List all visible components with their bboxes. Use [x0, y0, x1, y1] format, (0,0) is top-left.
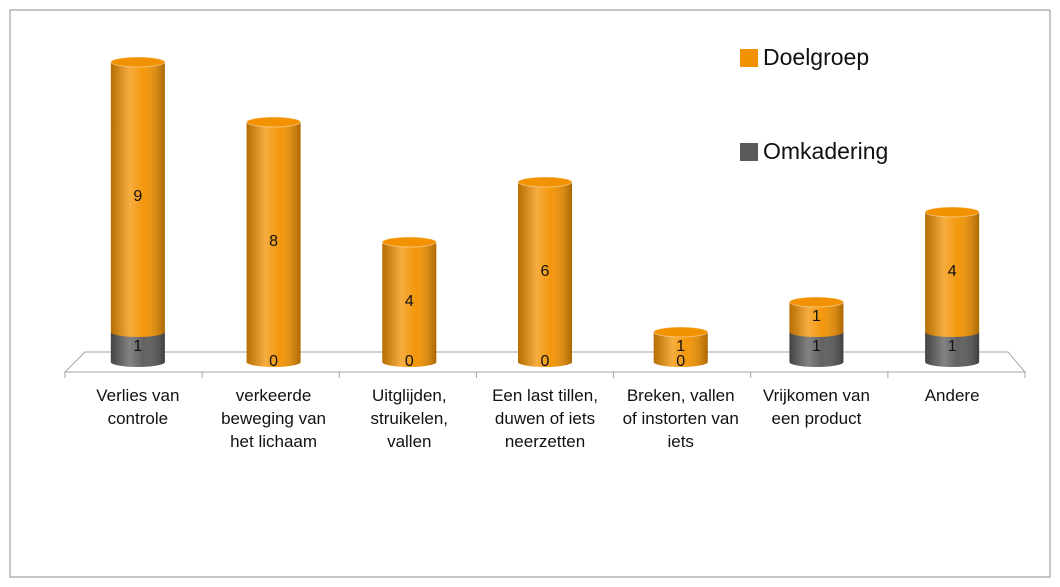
bar-shade	[789, 302, 844, 337]
bar-shade	[789, 332, 844, 367]
bar-shade	[653, 332, 708, 367]
data-label: 6	[540, 263, 550, 280]
x-tick-label: Een last tillen, duwen of iets neerzette…	[492, 386, 598, 451]
data-label: 1	[133, 338, 143, 355]
x-tick-label: Verlies van controle	[96, 386, 180, 428]
data-label: 9	[133, 188, 143, 205]
data-label: 0	[676, 353, 686, 370]
data-label: 4	[404, 293, 414, 310]
x-tick-label: Vrijkomen van een product	[762, 386, 870, 428]
legend-swatch	[740, 143, 758, 161]
data-label: 1	[811, 308, 821, 325]
bar-shade	[925, 212, 980, 337]
data-label: 1	[676, 338, 686, 355]
data-label: 8	[269, 233, 279, 250]
bar-shade	[246, 122, 301, 367]
data-label: 0	[404, 353, 414, 370]
bar-shade	[110, 332, 165, 367]
legend-swatch	[740, 49, 758, 67]
bar-cap	[653, 326, 709, 338]
data-label: 4	[947, 263, 957, 280]
bar-cap	[381, 236, 437, 248]
bar-shade	[110, 62, 165, 337]
x-tick-label: Andere	[924, 386, 980, 405]
bar-cap	[246, 116, 302, 128]
x-tick-label: Uitglijden, struikelen, vallen	[370, 386, 449, 451]
legend-label: Doelgroep	[763, 44, 870, 70]
bar-cap	[110, 56, 166, 68]
bar-cap	[517, 176, 573, 188]
bar-cap	[924, 206, 980, 218]
bar-shade	[925, 332, 980, 367]
x-tick-label: verkeerde beweging van het lichaam	[221, 386, 327, 451]
x-tick-label: Breken, vallen of instorten van iets	[622, 386, 739, 451]
data-label: 1	[947, 338, 957, 355]
data-label: 0	[540, 353, 550, 370]
bar-shade	[382, 242, 437, 367]
data-label: 0	[269, 353, 279, 370]
data-label: 1	[811, 338, 821, 355]
bar-shade	[518, 182, 572, 367]
bar-cap	[788, 296, 844, 308]
legend-label: Omkadering	[763, 138, 889, 164]
